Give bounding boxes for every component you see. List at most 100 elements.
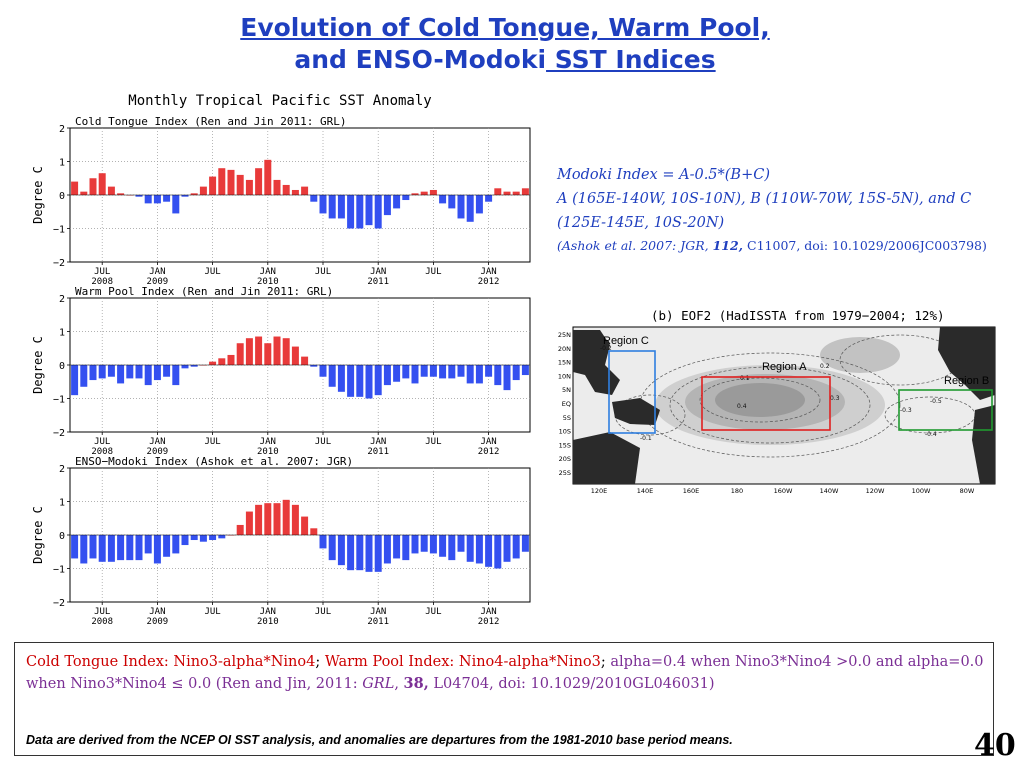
title-line-2-underlined: SST Indices — [546, 45, 716, 74]
bar — [190, 535, 198, 541]
bar — [457, 535, 465, 552]
bar — [503, 191, 511, 195]
bar — [337, 365, 345, 392]
bar — [365, 195, 373, 226]
bar — [98, 173, 106, 195]
y-tick-label: −1 — [53, 565, 65, 576]
y-tick-label: −2 — [53, 428, 65, 439]
map-lon-label: 120E — [591, 487, 608, 495]
bar — [144, 195, 152, 204]
indonesia-landmass — [612, 398, 660, 425]
x-tick-month: JUL — [425, 437, 441, 447]
australia-landmass — [573, 432, 640, 484]
separator-2: ; — [600, 654, 611, 670]
bar — [411, 535, 419, 554]
bar — [71, 535, 79, 559]
modoki-formula: Modoki Index = A-0.5*(B+C) — [557, 167, 770, 183]
bar — [181, 365, 189, 369]
bar — [383, 535, 391, 564]
bar — [107, 535, 115, 562]
bar — [291, 189, 299, 195]
map-lon-label: 100W — [912, 487, 931, 495]
panel-title: Cold Tongue Index (Ren and Jin 2011: GRL… — [75, 115, 347, 128]
bar — [107, 186, 115, 195]
map-lon-label: 120W — [866, 487, 885, 495]
bar — [291, 504, 299, 535]
bar — [255, 504, 263, 535]
map-lon-label: 80W — [960, 487, 975, 495]
map-lat-label: 25S — [559, 469, 571, 477]
y-tick-label: −2 — [53, 258, 65, 269]
bar — [420, 191, 428, 195]
bar — [71, 365, 79, 396]
citation-tail: L04704, doi: 10.1029/2010GL046031) — [428, 676, 715, 692]
y-axis-label: Degree C — [31, 166, 45, 224]
map-lat-label: EQ — [562, 400, 571, 408]
bar — [190, 365, 198, 367]
definitions-box: Cold Tongue Index: Nino3-alpha*Nino4; Wa… — [14, 642, 994, 756]
y-tick-label: −2 — [53, 598, 65, 609]
contour-value-label: -0.1 — [640, 435, 652, 442]
modoki-regions-line2: (125E-145E, 10S-20N) — [557, 215, 725, 231]
bar — [356, 195, 364, 229]
x-tick-month: JAN — [480, 437, 496, 447]
contour-value-label: -0.2 — [600, 345, 612, 352]
bar — [485, 195, 493, 202]
map-lat-label: 20N — [558, 345, 571, 353]
bar — [209, 535, 217, 541]
y-tick-label: 2 — [59, 294, 65, 305]
bar — [264, 159, 272, 195]
x-tick-month: JUL — [425, 267, 441, 277]
bar — [282, 338, 290, 365]
eof2-map: (b) EOF2 (HadISSTA from 1979−2004; 12%) 2… — [558, 308, 996, 495]
bar — [126, 365, 134, 379]
page-number: 40 — [974, 728, 1016, 763]
title-line-2-plain: and ENSO-Modoki — [294, 45, 547, 74]
region-b-label: Region B — [944, 375, 989, 387]
bar — [98, 365, 106, 379]
bar — [273, 336, 281, 365]
bar — [448, 365, 456, 379]
bar — [429, 189, 437, 195]
y-tick-label: 0 — [59, 361, 65, 372]
bar — [439, 195, 447, 204]
bar — [411, 365, 419, 384]
bar — [80, 535, 88, 564]
bar — [503, 365, 511, 391]
bar — [199, 186, 207, 195]
x-tick-month: JAN — [370, 607, 386, 617]
bar — [264, 343, 272, 365]
contour-line — [669, 366, 871, 444]
bar — [163, 535, 171, 557]
slide-title: Evolution of Cold Tongue, Warm Pool, and… — [120, 12, 890, 76]
bar — [374, 535, 382, 572]
title-line-1: Evolution of Cold Tongue, Warm Pool, — [240, 13, 770, 42]
x-tick-month: JAN — [480, 267, 496, 277]
bar — [144, 365, 152, 386]
contour-value-label: 0.3 — [830, 395, 840, 402]
x-tick-month: JAN — [260, 267, 276, 277]
x-tick-year: 2009 — [147, 617, 169, 627]
bar — [319, 535, 327, 549]
region-a-label: Region A — [762, 361, 807, 373]
bar — [199, 535, 207, 542]
citation-volume: 112, — [712, 238, 744, 253]
x-tick-month: JAN — [260, 437, 276, 447]
bar — [71, 181, 79, 195]
data-source-footnote: Data are derived from the NCEP OI SST an… — [26, 733, 733, 747]
comma: , — [394, 676, 404, 692]
citation-rest: C11007, doi: 10.1029/2006JC003798) — [743, 238, 987, 253]
map-lat-label: 15N — [558, 359, 571, 367]
bar — [448, 195, 456, 209]
bar — [153, 535, 161, 564]
separator-1: ; — [315, 654, 325, 670]
bar — [365, 535, 373, 572]
bar — [209, 361, 217, 365]
bar — [411, 193, 419, 195]
bar — [393, 365, 401, 382]
map-lon-label: 140E — [637, 487, 654, 495]
x-tick-year: 2008 — [91, 447, 113, 457]
